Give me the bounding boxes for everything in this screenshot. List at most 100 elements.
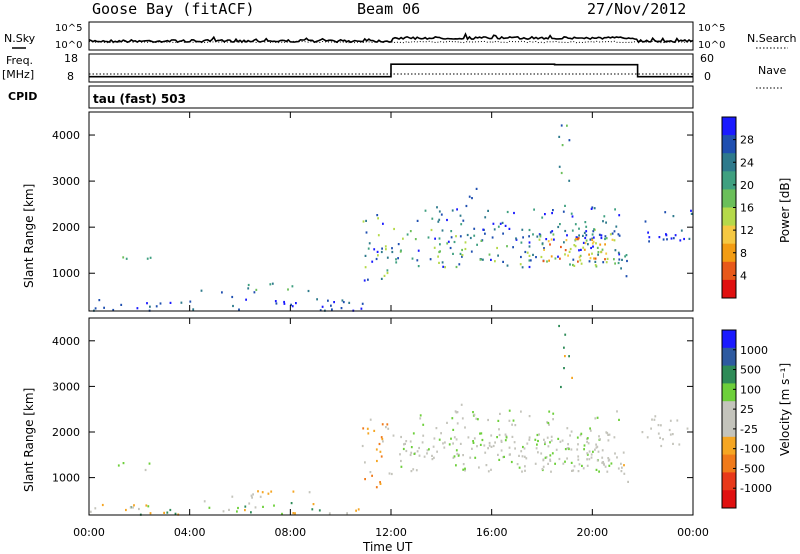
range-cell xyxy=(579,259,582,262)
range-cell xyxy=(670,237,673,240)
range-cell xyxy=(523,447,526,450)
range-cell xyxy=(679,239,682,242)
range-cell xyxy=(524,250,527,254)
range-cell xyxy=(557,225,560,229)
freq-panel-frame xyxy=(88,53,694,83)
range-cell xyxy=(621,466,623,469)
range-cell xyxy=(583,248,586,251)
range-cell xyxy=(596,445,599,448)
range-cell xyxy=(620,267,622,270)
range-cell xyxy=(544,442,546,446)
range-cell xyxy=(547,462,549,465)
colorbar-tick-label: 24 xyxy=(740,156,754,169)
range-cell xyxy=(391,250,394,254)
range-cell xyxy=(431,458,434,461)
range-cell xyxy=(103,306,105,309)
range-cell xyxy=(433,246,436,249)
range-cell xyxy=(497,453,499,456)
range-cell xyxy=(568,250,571,253)
range-cell xyxy=(526,442,529,445)
range-cell xyxy=(94,507,97,510)
range-cell xyxy=(452,428,455,431)
range-cell xyxy=(595,443,597,446)
range-cell xyxy=(443,446,446,449)
range-cell xyxy=(149,256,152,259)
range-cell xyxy=(244,509,246,512)
range-cell xyxy=(672,237,675,240)
range-cell xyxy=(375,448,378,451)
range-cell xyxy=(606,470,609,473)
range-cell xyxy=(431,454,433,457)
range-cell xyxy=(259,495,262,498)
range-cell xyxy=(267,492,270,495)
range-cell xyxy=(541,468,544,471)
range-cell xyxy=(545,456,548,459)
range-cell xyxy=(506,245,508,248)
range-cell xyxy=(169,508,172,512)
range-cell xyxy=(584,221,587,224)
range-cell xyxy=(582,467,585,470)
time-xlabel: Time UT xyxy=(362,540,413,554)
range-cell xyxy=(417,265,420,268)
range-cell xyxy=(342,301,345,304)
range-cell xyxy=(327,299,329,302)
y-tick-label: 3000 xyxy=(52,380,80,393)
range-cell xyxy=(275,302,278,305)
range-cell xyxy=(461,255,463,258)
range-cell xyxy=(364,266,367,269)
range-cell xyxy=(606,257,609,260)
noise-left-tick-bottom: 10^0 xyxy=(55,40,82,51)
range-cell xyxy=(419,417,422,420)
colorbar-cell xyxy=(722,490,736,509)
range-cell xyxy=(330,304,332,307)
range-cell xyxy=(455,438,458,441)
range-cell xyxy=(434,237,436,240)
range-cell xyxy=(274,300,277,303)
colorbar-tick-label: 1000 xyxy=(740,344,768,357)
range-cell xyxy=(438,261,440,264)
y-tick-label: 4000 xyxy=(52,129,80,142)
range-cell xyxy=(369,418,372,421)
range-cell xyxy=(539,234,542,237)
range-cell xyxy=(518,454,520,457)
range-cell xyxy=(122,462,125,465)
range-cell xyxy=(590,456,593,459)
range-cell xyxy=(554,257,557,260)
range-cell xyxy=(529,259,532,262)
range-cell xyxy=(600,234,603,237)
range-cell xyxy=(541,242,544,245)
range-cell xyxy=(125,508,127,512)
range-cell xyxy=(571,215,574,218)
range-cell xyxy=(381,247,383,250)
range-cell xyxy=(393,227,395,231)
range-cell xyxy=(386,256,389,259)
range-cell xyxy=(522,445,524,449)
range-cell xyxy=(397,257,399,260)
range-cell xyxy=(149,305,151,308)
range-cell xyxy=(561,144,564,147)
range-cell xyxy=(547,445,550,448)
range-cell xyxy=(308,491,311,494)
range-cell xyxy=(290,303,292,306)
range-cell xyxy=(341,299,344,302)
range-cell xyxy=(455,449,458,452)
range-cell xyxy=(418,454,421,457)
colorbar-cell xyxy=(722,330,736,349)
range-cell xyxy=(473,227,476,230)
range-cell xyxy=(364,254,367,257)
range-cell xyxy=(250,511,252,514)
range-cell xyxy=(459,442,462,445)
range-cell xyxy=(523,455,526,458)
range-cell xyxy=(428,448,430,451)
range-cell xyxy=(549,459,552,462)
velocity-colorbar-label: Velocity [m s⁻¹] xyxy=(778,363,792,456)
range-cell xyxy=(311,508,314,511)
range-cell xyxy=(479,432,481,435)
range-cell xyxy=(497,419,500,422)
range-cell xyxy=(605,221,607,224)
range-cell xyxy=(591,252,593,255)
range-cell xyxy=(614,452,616,455)
range-cell xyxy=(522,236,524,239)
range-cell xyxy=(647,231,649,234)
range-cell xyxy=(569,263,571,266)
